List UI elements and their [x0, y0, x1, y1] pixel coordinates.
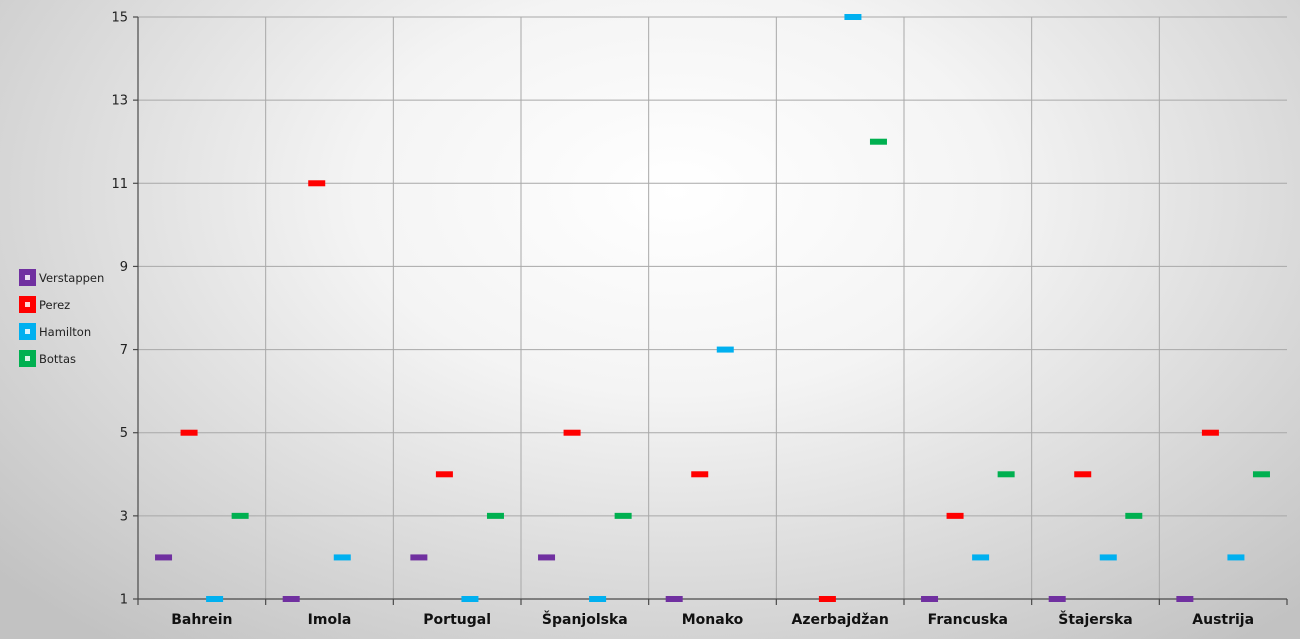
- marker-perez-3: [563, 429, 581, 436]
- x-tick-label: Imola: [308, 612, 352, 628]
- legend-swatch-dot: [25, 356, 30, 361]
- grid-lines: [138, 16, 1287, 599]
- y-tick-label: 7: [120, 343, 128, 358]
- legend-label: Hamilton: [39, 325, 91, 339]
- marker-verstappen-2: [410, 554, 428, 561]
- marker-verstappen-4: [665, 596, 683, 602]
- axes: [133, 16, 1288, 605]
- marker-perez-6: [946, 512, 964, 519]
- data-markers: [155, 14, 1270, 602]
- x-tick-label: Monako: [682, 612, 744, 628]
- marker-bottas-6: [997, 471, 1015, 478]
- marker-perez-5: [818, 596, 836, 602]
- x-tick-label: Bahrein: [171, 612, 232, 628]
- marker-hamilton-2: [461, 596, 479, 602]
- x-tick-label: Austrija: [1192, 612, 1254, 628]
- marker-hamilton-0: [206, 596, 224, 602]
- marker-verstappen-1: [282, 596, 300, 602]
- marker-hamilton-5: [844, 14, 862, 20]
- marker-bottas-2: [486, 512, 504, 519]
- legend-swatch-dot: [25, 329, 30, 334]
- marker-verstappen-8: [1176, 596, 1194, 602]
- y-tick-label: 15: [111, 11, 128, 26]
- y-tick-label: 11: [111, 177, 128, 192]
- legend-label: Perez: [39, 298, 70, 312]
- marker-verstappen-6: [921, 596, 939, 602]
- y-tick-label: 5: [120, 426, 128, 441]
- x-tick-label: Španjolska: [542, 610, 628, 628]
- x-tick-label: Francuska: [928, 612, 1008, 628]
- marker-bottas-5: [869, 138, 887, 145]
- legend-item-hamilton: Hamilton: [19, 323, 91, 340]
- marker-hamilton-4: [716, 346, 734, 353]
- marker-perez-1: [308, 180, 326, 187]
- x-tick-labels: Bahrein Imola Portugal Španjolska Monako Azer…: [171, 610, 1254, 628]
- legend: Verstappen Perez Hamilton Bottas: [19, 269, 104, 367]
- x-tick-label: Štajerska: [1058, 610, 1133, 628]
- legend-item-bottas: Bottas: [19, 350, 76, 367]
- marker-verstappen-0: [155, 554, 173, 561]
- marker-hamilton-7: [1099, 554, 1117, 561]
- marker-bottas-7: [1125, 512, 1143, 519]
- marker-hamilton-3: [589, 596, 607, 602]
- legend-label: Verstappen: [39, 271, 104, 285]
- x-tick-label: Azerbajdžan: [792, 612, 889, 628]
- marker-perez-2: [435, 471, 453, 478]
- y-tick-label: 3: [120, 509, 128, 524]
- legend-swatch-dot: [25, 302, 30, 307]
- legend-swatch-dot: [25, 275, 30, 280]
- legend-item-verstappen: Verstappen: [19, 269, 104, 286]
- marker-hamilton-1: [333, 554, 351, 561]
- marker-perez-8: [1201, 429, 1219, 436]
- y-tick-label: 13: [111, 94, 128, 109]
- marker-bottas-8: [1252, 471, 1270, 478]
- marker-verstappen-3: [538, 554, 556, 561]
- x-tick-label: Portugal: [423, 612, 491, 628]
- legend-label: Bottas: [39, 352, 76, 366]
- marker-hamilton-8: [1227, 554, 1245, 561]
- marker-perez-4: [691, 471, 709, 478]
- marker-perez-7: [1074, 471, 1092, 478]
- marker-perez-0: [180, 429, 198, 436]
- marker-bottas-3: [614, 512, 632, 519]
- marker-verstappen-7: [1048, 596, 1066, 602]
- legend-item-perez: Perez: [19, 296, 70, 313]
- y-tick-label: 1: [120, 593, 128, 608]
- marker-bottas-0: [231, 512, 249, 519]
- y-tick-label: 9: [120, 260, 128, 275]
- marker-hamilton-6: [972, 554, 990, 561]
